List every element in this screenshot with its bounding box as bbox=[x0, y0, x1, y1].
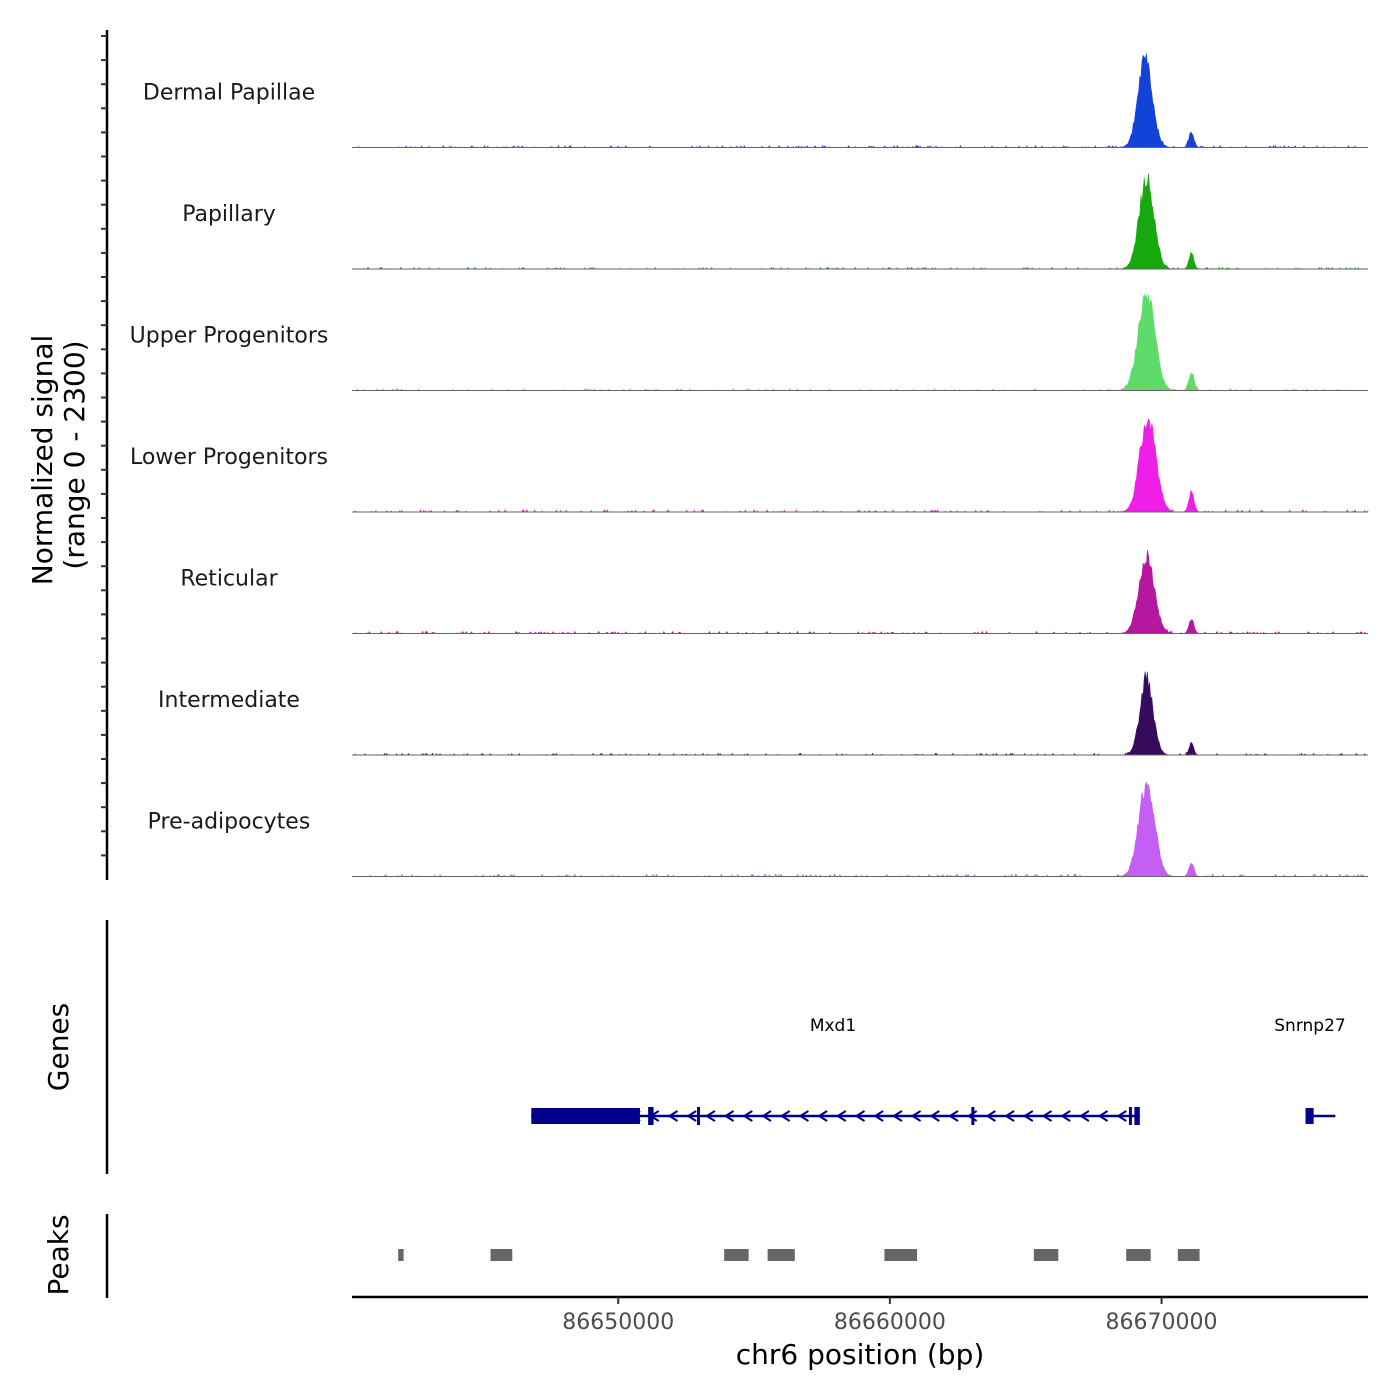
track-label: Intermediate bbox=[158, 688, 300, 713]
peaks-track bbox=[105, 1214, 1200, 1298]
peak-region bbox=[884, 1249, 918, 1261]
strand-arrow bbox=[705, 1110, 716, 1122]
strand-arrow bbox=[835, 1110, 847, 1122]
signal-track: Upper Progenitors bbox=[130, 293, 1368, 392]
gene-exon bbox=[697, 1107, 701, 1125]
signal-track: Reticular bbox=[180, 550, 1368, 635]
signal-y-axis bbox=[101, 30, 109, 880]
strand-arrow bbox=[1004, 1110, 1015, 1122]
strand-arrow bbox=[817, 1110, 828, 1122]
strand-arrow bbox=[873, 1110, 884, 1122]
track-label: Upper Progenitors bbox=[130, 324, 329, 349]
signal-area bbox=[352, 173, 1369, 270]
genes-track: Mxd1 Snrnp27 bbox=[105, 920, 1346, 1174]
strand-arrow bbox=[667, 1110, 679, 1122]
y-axis-title: Normalized signal bbox=[26, 335, 59, 586]
strand-arrow bbox=[686, 1110, 697, 1122]
strand-arrow bbox=[1060, 1110, 1071, 1122]
peak-region bbox=[1126, 1249, 1151, 1261]
strand-arrow bbox=[742, 1110, 753, 1122]
gene: Snrnp27 bbox=[1274, 1016, 1346, 1124]
signal-track: Lower Progenitors bbox=[130, 418, 1369, 513]
strand-arrow bbox=[948, 1110, 959, 1122]
signal-area bbox=[352, 671, 1368, 756]
gene-exon bbox=[971, 1107, 975, 1125]
strand-arrow bbox=[1022, 1110, 1034, 1122]
signal-tracks: Dermal Papillae Papillary Upper Progenitor… bbox=[130, 53, 1369, 878]
x-tick-label: 86670000 bbox=[1106, 1310, 1218, 1335]
gene-exon bbox=[648, 1107, 654, 1125]
strand-arrow bbox=[723, 1110, 735, 1122]
peak-region bbox=[1033, 1249, 1059, 1261]
peak-region bbox=[490, 1249, 513, 1261]
signal-area bbox=[352, 418, 1369, 513]
gene: Mxd1 bbox=[531, 1016, 1140, 1125]
strand-arrow bbox=[892, 1110, 903, 1122]
signal-area bbox=[352, 293, 1368, 392]
y-axis-range-label: (range 0 - 2300) bbox=[58, 340, 91, 569]
x-tick-label: 86650000 bbox=[562, 1310, 674, 1335]
track-label: Lower Progenitors bbox=[130, 445, 328, 470]
x-axis: 86650000 86660000 86670000 bbox=[352, 1295, 1368, 1335]
track-label: Pre-adipocytes bbox=[148, 810, 311, 835]
gene-label: Snrnp27 bbox=[1274, 1016, 1345, 1036]
signal-track: Dermal Papillae bbox=[143, 53, 1368, 149]
strand-arrow bbox=[910, 1110, 922, 1122]
strand-arrow bbox=[1116, 1110, 1127, 1122]
track-label: Papillary bbox=[182, 202, 276, 227]
signal-area bbox=[352, 781, 1368, 878]
peak-region bbox=[724, 1249, 749, 1261]
strand-arrow bbox=[854, 1110, 866, 1122]
strand-arrow bbox=[985, 1110, 996, 1122]
strand-arrow bbox=[761, 1110, 772, 1122]
strand-arrow bbox=[779, 1110, 791, 1122]
signal-track: Pre-adipocytes bbox=[148, 781, 1368, 878]
peak-region bbox=[398, 1249, 404, 1261]
gene-label: Mxd1 bbox=[810, 1016, 856, 1036]
strand-arrow bbox=[1079, 1110, 1090, 1122]
peaks-track-label: Peaks bbox=[42, 1214, 75, 1295]
gene-exon bbox=[531, 1108, 640, 1124]
track-label: Dermal Papillae bbox=[143, 81, 315, 106]
x-axis-title: chr6 position (bp) bbox=[736, 1338, 985, 1371]
gene-exon bbox=[1134, 1107, 1140, 1125]
track-label: Reticular bbox=[180, 567, 278, 592]
strand-arrow bbox=[798, 1110, 809, 1122]
genes-track-label: Genes bbox=[42, 1003, 75, 1091]
signal-track: Papillary bbox=[182, 173, 1369, 270]
strand-arrow bbox=[1041, 1110, 1053, 1122]
gene-exon bbox=[1305, 1108, 1314, 1124]
signal-area bbox=[352, 550, 1368, 635]
strand-arrow bbox=[1097, 1110, 1109, 1122]
x-tick-label: 86660000 bbox=[834, 1310, 946, 1335]
peak-region bbox=[1177, 1249, 1200, 1261]
strand-arrow bbox=[929, 1110, 940, 1122]
gene-exon bbox=[1128, 1107, 1132, 1125]
signal-track: Intermediate bbox=[158, 671, 1368, 756]
signal-area bbox=[352, 53, 1368, 149]
peak-region bbox=[767, 1249, 795, 1261]
